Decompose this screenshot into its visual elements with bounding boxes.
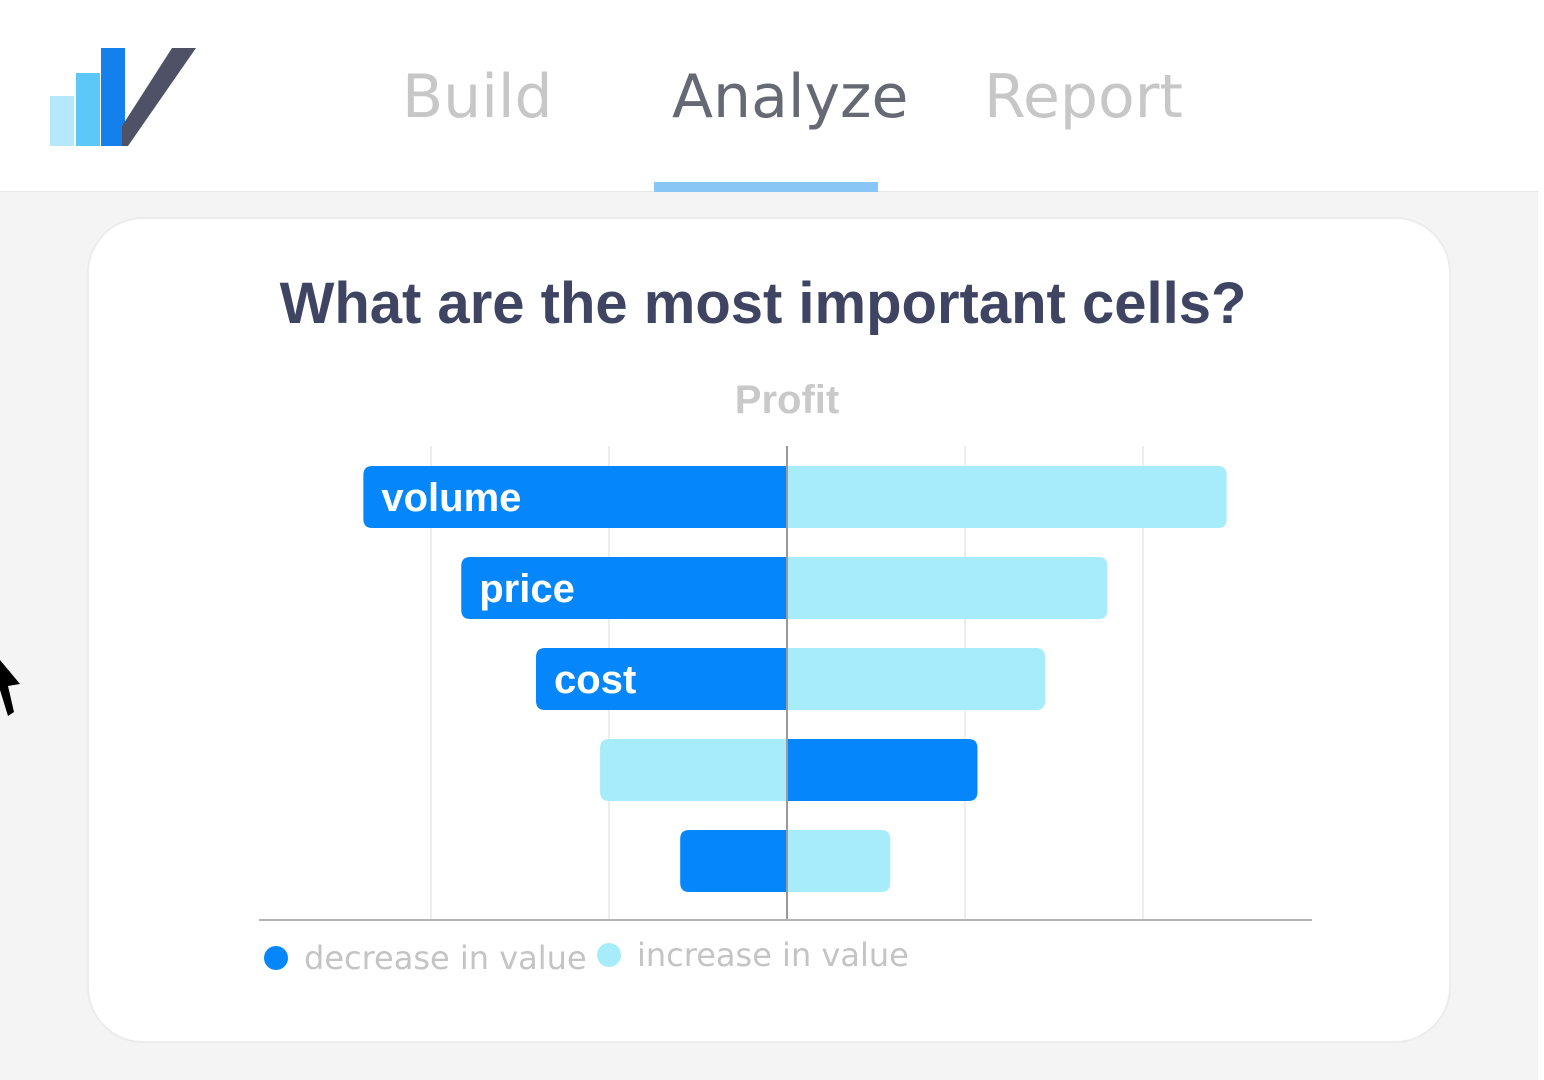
legend-label-increase: increase in value (637, 936, 909, 974)
mouse-pointer-icon (0, 660, 20, 716)
bar-increase-row4 (600, 739, 787, 801)
bar-decrease-row5 (680, 830, 787, 892)
bar-label-cost: cost (554, 658, 636, 702)
analysis-card (87, 217, 1451, 1043)
bar-increase-volume (787, 466, 1227, 528)
tab-report[interactable]: Report (984, 62, 1183, 132)
top-navigation-bar: Build Analyze Report (0, 0, 1538, 192)
active-tab-indicator (654, 182, 878, 192)
bar-label-price: price (479, 567, 575, 611)
bar-decrease-volume (363, 466, 787, 528)
legend-label-decrease: decrease in value (304, 939, 587, 977)
bar-increase-row5 (787, 830, 891, 892)
app-logo[interactable] (50, 48, 196, 146)
tab-analyze[interactable]: Analyze (672, 62, 909, 132)
bar-decrease-cost (536, 648, 787, 710)
legend-swatch-increase (597, 943, 621, 967)
bar-increase-cost (787, 648, 1046, 710)
bar-label-volume: volume (381, 476, 521, 520)
bar-decrease-row4 (787, 739, 978, 801)
bar-increase-price (787, 557, 1108, 619)
card-title: What are the most important cells? (279, 271, 1247, 336)
tab-build[interactable]: Build (402, 62, 553, 132)
bar-decrease-price (461, 557, 787, 619)
window-edge (1538, 0, 1544, 1080)
chart-title: Profit (735, 378, 839, 422)
legend-swatch-decrease (264, 946, 288, 970)
